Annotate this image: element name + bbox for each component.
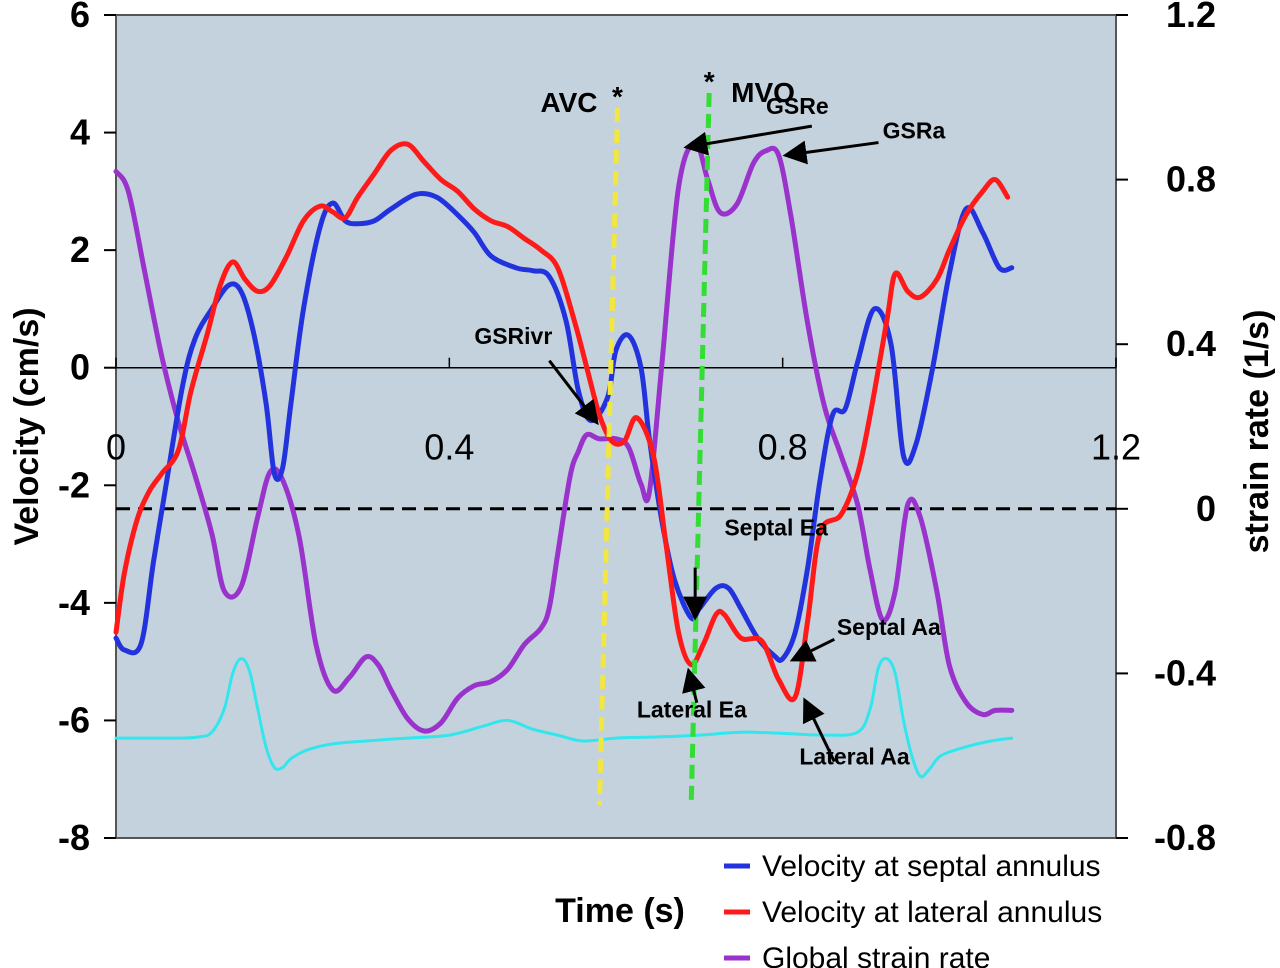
legend-label: Velocity at septal annulus bbox=[762, 850, 1101, 883]
legend-label: Velocity at lateral annulus bbox=[762, 896, 1102, 929]
y-tick-label: -8 bbox=[58, 817, 90, 858]
avc-label: AVC bbox=[540, 87, 597, 118]
avc-star: * bbox=[612, 81, 623, 112]
x-tick-label: 1.2 bbox=[1091, 427, 1141, 468]
y2-tick-label: -0.8 bbox=[1154, 817, 1216, 858]
lateral-velocity-line bbox=[113, 141, 1011, 703]
annotation-arrow bbox=[803, 697, 836, 763]
y-tick-label: 2 bbox=[70, 229, 90, 270]
x-tick-label: 0 bbox=[106, 427, 126, 468]
mvo-label: MVO bbox=[731, 77, 795, 108]
mvo-star: * bbox=[704, 66, 715, 97]
y2-tick-label: 0 bbox=[1196, 488, 1216, 529]
annotation-lateral-ea: Lateral Ea bbox=[637, 696, 747, 722]
y-tick-label: 4 bbox=[70, 112, 90, 153]
y-tick-label: 0 bbox=[70, 347, 90, 388]
y2-tick-label: 0.8 bbox=[1166, 159, 1216, 200]
annotation-arrow bbox=[789, 637, 835, 662]
x-tick-label: 0.8 bbox=[758, 427, 808, 468]
y-tick-label: -6 bbox=[58, 699, 90, 740]
legend: Velocity at septal annulus Velocity at la… bbox=[724, 850, 1102, 968]
y2-axis-title: strain rate (1/s) bbox=[1238, 310, 1276, 554]
annotation-septal-ea: Septal Ea bbox=[724, 514, 828, 540]
ecg-trace-line bbox=[114, 656, 1014, 779]
y2-tick-label: 1.2 bbox=[1166, 0, 1216, 35]
y-tick-label: -4 bbox=[58, 582, 90, 623]
annotation-arrow bbox=[782, 140, 879, 165]
avc-marker-line bbox=[597, 107, 620, 806]
annotation-gsra: GSRa bbox=[883, 117, 946, 143]
axes bbox=[116, 366, 1116, 511]
y2-tick-label: -0.4 bbox=[1154, 652, 1216, 693]
annotation-gsre: GSRe bbox=[766, 93, 829, 119]
tick-labels: 6 4 2 0 -2 -4 -6 -8 1.2 0.8 0.4 0 -0.4 -0.8 0 0.4 0.8 1.2 bbox=[58, 0, 1216, 858]
annotations: GSRe GSRa GSRivr Septal Ea Septal Aa Lateral … bbox=[474, 93, 945, 770]
annotation-arrow bbox=[682, 667, 706, 704]
y-tick-label: -2 bbox=[58, 464, 90, 505]
x-tick-label: 0.4 bbox=[424, 427, 474, 468]
annotation-septal-aa: Septal Aa bbox=[837, 614, 941, 640]
x-axis-title: Time (s) bbox=[555, 892, 685, 930]
annotation-lateral-aa: Lateral Aa bbox=[799, 744, 910, 770]
y-tick-label: 6 bbox=[70, 0, 90, 35]
legend-label: Global strain rate bbox=[762, 942, 990, 968]
annotation-gsrivr: GSRivr bbox=[474, 323, 552, 349]
annotation-arrow bbox=[548, 359, 599, 426]
annotation-arrow bbox=[683, 124, 813, 156]
y2-tick-label: 0.4 bbox=[1166, 323, 1216, 364]
y-axis-title: Velocity (cm/s) bbox=[8, 307, 46, 545]
